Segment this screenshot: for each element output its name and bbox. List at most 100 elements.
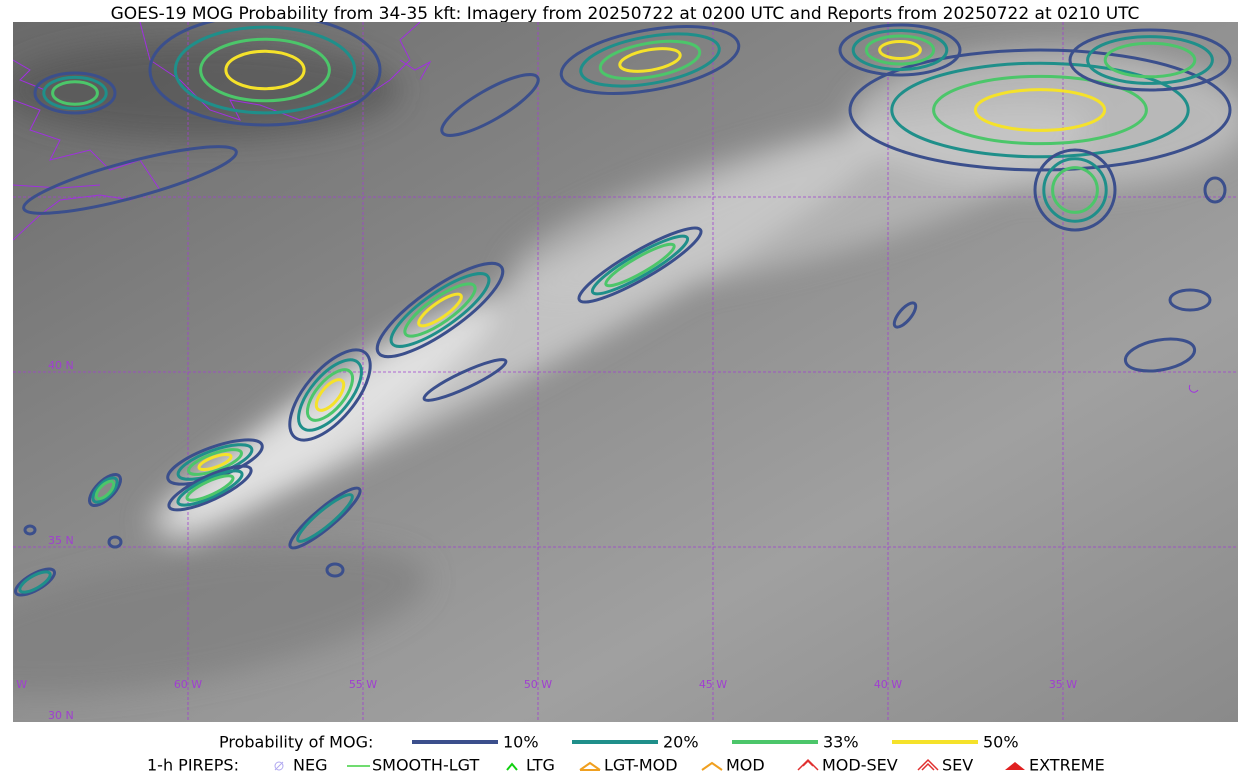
contour bbox=[22, 145, 238, 215]
pirep-label: LGT-MOD bbox=[604, 756, 678, 775]
contour bbox=[838, 23, 962, 77]
contour bbox=[1086, 35, 1214, 85]
contour bbox=[296, 493, 354, 543]
graticule bbox=[13, 22, 1238, 722]
title: GOES-19 MOG Probability from 34-35 kft: … bbox=[111, 4, 1140, 24]
pirep-symbol bbox=[917, 758, 939, 771]
contour bbox=[18, 570, 52, 594]
pirep-symbol-part bbox=[1005, 762, 1025, 770]
contour bbox=[1123, 337, 1197, 373]
pirep-label: EXTREME bbox=[1029, 756, 1105, 775]
contour bbox=[598, 39, 702, 81]
lat-label: 35 N bbox=[48, 534, 74, 547]
contour bbox=[199, 37, 331, 103]
contour bbox=[590, 234, 690, 296]
pirep-label: LTG bbox=[526, 756, 555, 775]
contour bbox=[91, 476, 119, 504]
contour bbox=[224, 49, 306, 91]
contour bbox=[288, 348, 372, 442]
legend: Probability of MOG: 1-h PIREPS: 10% 20% 33… bbox=[147, 733, 1105, 775]
contour bbox=[148, 22, 382, 127]
pirep-symbol-part bbox=[701, 761, 723, 771]
contour bbox=[1203, 176, 1227, 204]
pirep-symbol bbox=[579, 761, 601, 771]
contour bbox=[197, 452, 233, 472]
contour bbox=[51, 80, 99, 106]
pirep-symbol-part bbox=[274, 761, 284, 771]
contour bbox=[325, 562, 345, 578]
pirep-symbol bbox=[797, 758, 819, 771]
pirep-symbol bbox=[506, 762, 518, 771]
pirep-symbol-part bbox=[506, 762, 518, 771]
contour bbox=[1033, 148, 1117, 232]
contour bbox=[417, 292, 463, 328]
lat-label: 40 N bbox=[48, 359, 74, 372]
legend-title: Probability of MOG: bbox=[219, 733, 373, 752]
contour bbox=[1051, 166, 1099, 214]
lon-label: 60 W bbox=[174, 678, 202, 691]
contour bbox=[187, 448, 243, 476]
contour bbox=[892, 301, 918, 329]
lon-label: 55 W bbox=[349, 678, 377, 691]
legend-label: 50% bbox=[983, 733, 1019, 752]
contour bbox=[932, 74, 1148, 146]
contour bbox=[389, 272, 491, 348]
contour bbox=[403, 282, 477, 338]
pireps-title: 1-h PIREPS: bbox=[147, 756, 239, 775]
legend-label: 10% bbox=[503, 733, 539, 752]
contour bbox=[864, 34, 936, 66]
legend-label: 20% bbox=[663, 733, 699, 752]
contour bbox=[305, 368, 355, 422]
contour bbox=[890, 61, 1190, 159]
lon-label: 50 W bbox=[524, 678, 552, 691]
contour bbox=[288, 486, 362, 550]
contour bbox=[618, 47, 682, 73]
contour bbox=[23, 524, 37, 536]
contour bbox=[314, 378, 346, 412]
contour bbox=[851, 29, 949, 71]
pirep-label: SMOOTH-LGT bbox=[372, 756, 479, 775]
contour bbox=[1168, 288, 1212, 312]
contour bbox=[440, 73, 540, 137]
pirep-symbol bbox=[274, 761, 284, 771]
pirep-symbol-part bbox=[921, 762, 935, 771]
pirep-symbol-part bbox=[274, 761, 284, 771]
grid-labels: 40 N 35 N 30 N 65 W 60 W 55 W 50 W 45 W 40 W 35 W bbox=[0, 359, 1077, 722]
contour bbox=[973, 88, 1107, 132]
pirep-label: NEG bbox=[293, 756, 327, 775]
pirep-symbol-part bbox=[802, 759, 814, 767]
contour bbox=[87, 472, 123, 508]
lon-label: 40 W bbox=[874, 678, 902, 691]
lon-label: 45 W bbox=[699, 678, 727, 691]
contour bbox=[42, 75, 108, 111]
pirep-symbol-part bbox=[917, 758, 939, 771]
contour bbox=[107, 535, 123, 549]
pirep-label: SEV bbox=[942, 756, 973, 775]
contour bbox=[559, 25, 741, 95]
contour bbox=[1103, 41, 1197, 79]
lon-label: 35 W bbox=[1049, 678, 1077, 691]
pirep-symbol bbox=[1005, 762, 1025, 770]
contour bbox=[185, 474, 235, 502]
contour bbox=[297, 358, 363, 432]
contour bbox=[173, 25, 357, 115]
contour bbox=[167, 464, 253, 512]
lat-label: 30 N bbox=[48, 709, 74, 722]
contour bbox=[579, 32, 721, 88]
pirep-label: MOD-SEV bbox=[822, 756, 898, 775]
contour bbox=[604, 242, 676, 288]
probability-contours bbox=[14, 22, 1232, 597]
pirep-symbol-part bbox=[579, 761, 601, 771]
contour bbox=[577, 226, 703, 304]
contour bbox=[1068, 28, 1232, 92]
contour bbox=[33, 71, 117, 115]
contour bbox=[375, 261, 505, 359]
contour bbox=[422, 358, 508, 402]
contour bbox=[878, 40, 922, 60]
contour bbox=[94, 479, 116, 501]
contour bbox=[176, 469, 244, 507]
lon-label: 65 W bbox=[0, 678, 27, 691]
map: 40 N 35 N 30 N 65 W 60 W 55 W 50 W 45 W 40 W 35 W bbox=[0, 22, 1238, 722]
